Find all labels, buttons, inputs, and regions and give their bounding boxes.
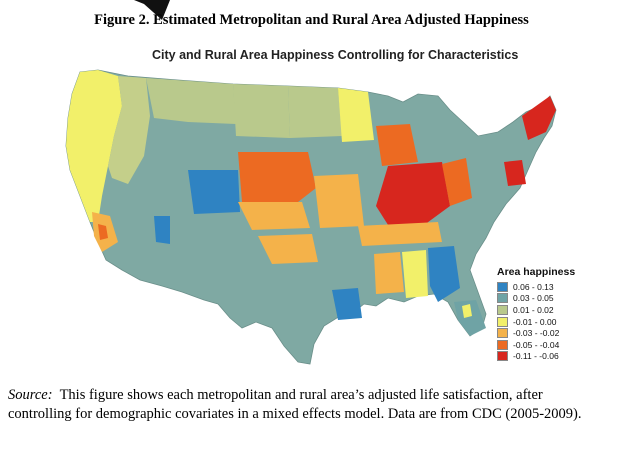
legend-label: -0.03 - -0.02 — [513, 328, 560, 339]
legend-swatch — [497, 281, 508, 292]
legend-label: -0.05 - -0.04 — [513, 339, 560, 350]
legend-item: 0.06 - 0.13 — [497, 281, 575, 293]
legend-item: -0.11 - -0.06 — [497, 351, 575, 363]
caption-text: This figure shows each metropolitan and … — [8, 387, 582, 422]
map-title: City and Rural Area Happiness Controllin… — [152, 48, 519, 62]
caption-source-label: Source: — [8, 387, 53, 403]
legend-label: -0.01 - 0.00 — [513, 316, 557, 327]
legend-item: 0.01 - 0.02 — [497, 304, 575, 316]
legend-label: 0.01 - 0.02 — [513, 304, 554, 315]
legend-item: 0.03 - 0.05 — [497, 293, 575, 305]
figure-caption: Source: This figure shows each metropoli… — [8, 386, 608, 424]
arrow-pointer-icon — [134, 0, 170, 20]
legend-item: -0.05 - -0.04 — [497, 339, 575, 351]
legend-label: -0.11 - -0.06 — [513, 351, 559, 362]
legend-swatch — [497, 328, 508, 339]
legend-swatch — [497, 304, 508, 315]
us-happiness-map — [65, 69, 557, 365]
legend-label: 0.06 - 0.13 — [513, 281, 554, 292]
map-legend: Area happiness 0.06 - 0.13 0.03 - 0.05 0… — [497, 266, 575, 362]
legend-item: -0.01 - 0.00 — [497, 316, 575, 328]
legend-swatch — [497, 293, 508, 304]
legend-swatch — [497, 351, 508, 362]
figure-title: Figure 2. Estimated Metropolitan and Rur… — [94, 12, 529, 28]
legend-title: Area happiness — [497, 266, 576, 278]
legend-swatch — [497, 339, 508, 350]
legend-label: 0.03 - 0.05 — [513, 293, 554, 304]
legend-item: -0.03 - -0.02 — [497, 327, 575, 339]
legend-swatch — [497, 316, 508, 327]
